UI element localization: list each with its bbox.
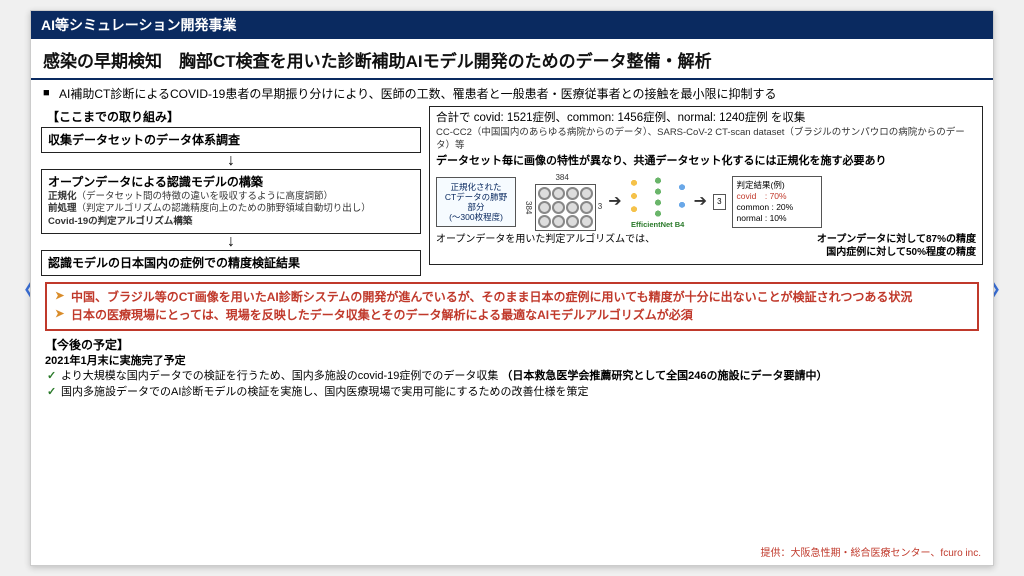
flow-box-2: オープンデータによる認識モデルの構築 正規化正規化（データセット間の特徴の違いを… (41, 169, 421, 234)
left-heading: 【ここまでの取り組み】 (41, 106, 421, 127)
output-dim: 3 (713, 194, 725, 211)
nn-label: EfficientNet B4 (628, 220, 688, 230)
right-column: 合計で covid: 1521症例、common: 1456症例、normal:… (429, 106, 983, 276)
arrow-down-icon: ↓ (41, 234, 421, 250)
flow-box-2-line3: Covid-19の判定アルゴリズム構築 (48, 216, 414, 229)
page-title: 感染の早期検知 胸部CT検査を用いた診断補助AIモデル開発のためのデータ整備・解… (31, 39, 993, 80)
result-normal: normal : 10% (737, 213, 817, 224)
flow-box-2-title: オープンデータによる認識モデルの構築 (48, 174, 414, 190)
pipeline: 正規化された CTデータの肺野部分 (〜300枚程度) 384 384 3 (436, 173, 976, 231)
arrow-down-icon: ↓ (41, 153, 421, 169)
dataset-sub: CC-CC2（中国国内のあらゆる病院からのデータ）、SARS-CoV-2 CT-… (436, 127, 976, 153)
lead-text: AI補助CT診断によるCOVID-19患者の早期振り分けにより、医師の工数、罹患… (31, 80, 993, 106)
flow-box-1: 収集データセットのデータ体系調査 (41, 127, 421, 153)
future-item-2: 国内多施設データでのAI診断モデルの検証を実施し、国内医療現場で実用可能にするた… (45, 385, 979, 400)
caption-right: オープンデータに対して87%の精度 国内症例に対して50%程度の精度 (817, 233, 976, 260)
future-item-1a: より大規模な国内データでの検証を行うため、国内多施設のcovid-19症例でのデ… (61, 370, 498, 382)
result-title: 判定結果(例) (737, 180, 817, 191)
highlight-2: 日本の医療現場にとっては、現場を反映したデータ収集とそのデータ解析による最適なA… (55, 307, 969, 324)
flow-box-3: 認識モデルの日本国内の症例での精度検証結果 (41, 250, 421, 276)
future-heading: 【今後の予定】 (45, 337, 979, 354)
future-section: 【今後の予定】 2021年1月末に実施完了予定 より大規模な国内データでの検証を… (31, 335, 993, 400)
nn-icon (628, 174, 688, 218)
result-covid: covid : 70% (737, 191, 817, 202)
nn-block: EfficientNet B4 (628, 174, 688, 230)
arrow-right-icon: ➔ (694, 191, 707, 213)
accuracy-open: オープンデータに対して87%の精度 (817, 233, 976, 247)
highlight-1: 中国、ブラジル等のCT画像を用いたAI診断システムの開発が進んでいるが、そのまま… (55, 289, 969, 306)
credit: 提供：大阪急性期・総合医療センター、fcuro inc. (761, 544, 981, 559)
dataset-bold: データセット毎に画像の特性が異なり、共通データセット化するには正規化を施す必要あ… (436, 154, 976, 169)
flow-box-3-text: 認識モデルの日本国内の症例での精度検証結果 (48, 255, 414, 271)
future-item-1: より大規模な国内データでの検証を行うため、国内多施設のcovid-19症例でのデ… (45, 369, 979, 384)
flow-box-2-line1: 正規化正規化（データセット間の特徴の違いを吸収するように高度調節）（データセット… (48, 191, 414, 204)
future-item-1b: （日本救急医学会推薦研究として全国246の施設にデータ要請中） (501, 370, 827, 382)
dim-width: 384 (555, 173, 568, 184)
caption-row: オープンデータを用いた判定アルゴリズムでは、 オープンデータに対して87%の精度… (436, 233, 976, 260)
dataset-box: 合計で covid: 1521症例、common: 1456症例、normal:… (429, 106, 983, 265)
dataset-summary: 合計で covid: 1521症例、common: 1456症例、normal:… (436, 111, 976, 127)
dim-depth: 3 (598, 202, 602, 213)
arrow-right-icon: ➔ (608, 191, 621, 213)
result-box: 判定結果(例) covid : 70% common : 20% normal … (732, 176, 822, 228)
highlight-box: 中国、ブラジル等のCT画像を用いたAI診断システムの開発が進んでいるが、そのまま… (45, 282, 979, 331)
left-column: 【ここまでの取り組み】 収集データセットのデータ体系調査 ↓ オープンデータによ… (41, 106, 421, 276)
pipeline-input: 正規化された CTデータの肺野部分 (〜300枚程度) (436, 177, 516, 228)
caption-left: オープンデータを用いた判定アルゴリズムでは、 (436, 233, 655, 260)
result-common: common : 20% (737, 202, 817, 213)
banner: AI等シミュレーション開発事業 (31, 11, 993, 39)
flow-box-2-line2: 前処理（判定アルゴリズムの認識精度向上のための肺野領域自動切り出し） (48, 203, 414, 216)
ct-grid-icon (535, 184, 596, 231)
flow-box-1-text: 収集データセットのデータ体系調査 (48, 132, 414, 148)
slide: AI等シミュレーション開発事業 感染の早期検知 胸部CT検査を用いた診断補助AI… (30, 10, 994, 566)
dim-height: 384 (522, 201, 533, 214)
accuracy-domestic: 国内症例に対して50%程度の精度 (817, 246, 976, 260)
future-date: 2021年1月末に実施完了予定 (45, 354, 979, 369)
